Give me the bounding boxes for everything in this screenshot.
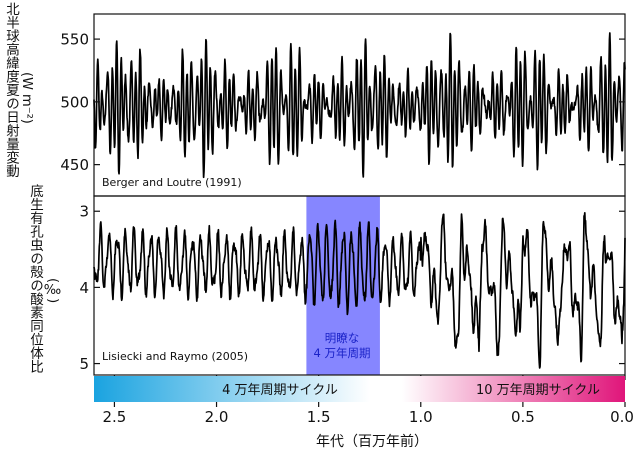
bottom-y-axis: 3 4 5 bbox=[79, 203, 625, 373]
bottom-y-tick-label-5: 5 bbox=[79, 355, 89, 373]
top-y-tick-label-450: 450 bbox=[60, 156, 89, 174]
x-tick-label-0.0: 0.0 bbox=[610, 408, 634, 426]
source-label-bottom: Lisiecki and Raymo (2005) bbox=[102, 350, 248, 363]
oxygen-isotope-series-line bbox=[93, 211, 626, 369]
bottom-y-tick-label-3: 3 bbox=[79, 203, 89, 221]
highlight-label-line2: 4 万年周期 bbox=[314, 346, 371, 360]
cycle-bar-right-label: 10 万年周期サイクル bbox=[476, 383, 600, 398]
highlight-label-line1: 明瞭な bbox=[325, 331, 360, 345]
x-tick-label-2.0: 2.0 bbox=[205, 408, 229, 426]
top-y-axis: 450 500 550 bbox=[60, 31, 625, 174]
x-tick-label-0.5: 0.5 bbox=[511, 408, 535, 426]
cycle-bar-left-label: 4 万年周期サイクル bbox=[222, 383, 338, 398]
top-y-axis-title: 北半球高緯度夏の日射量変動 bbox=[3, 2, 19, 178]
x-tick-label-2.5: 2.5 bbox=[102, 408, 126, 426]
x-tick-label-1.5: 1.5 bbox=[307, 408, 331, 426]
x-tick-label-1.0: 1.0 bbox=[409, 408, 433, 426]
top-y-tick-label-550: 550 bbox=[60, 31, 89, 49]
bottom-y-tick-label-4: 4 bbox=[79, 279, 89, 297]
bottom-y-axis-title: 底生有孔虫の殻の酸素同位体比 bbox=[27, 184, 43, 373]
cycle-bar bbox=[94, 376, 625, 402]
top-y-axis-unit: (W m⁻²) bbox=[19, 72, 34, 124]
x-axis: 2.5 2.0 1.5 1.0 0.5 0.0 bbox=[102, 375, 634, 426]
insolation-series-line bbox=[93, 32, 626, 179]
x-axis-label: 年代（百万年前） bbox=[316, 433, 428, 450]
source-label-top: Berger and Loutre (1991) bbox=[102, 176, 242, 189]
bottom-y-axis-unit: (‰) bbox=[45, 278, 60, 304]
top-y-tick-label-500: 500 bbox=[60, 93, 89, 111]
